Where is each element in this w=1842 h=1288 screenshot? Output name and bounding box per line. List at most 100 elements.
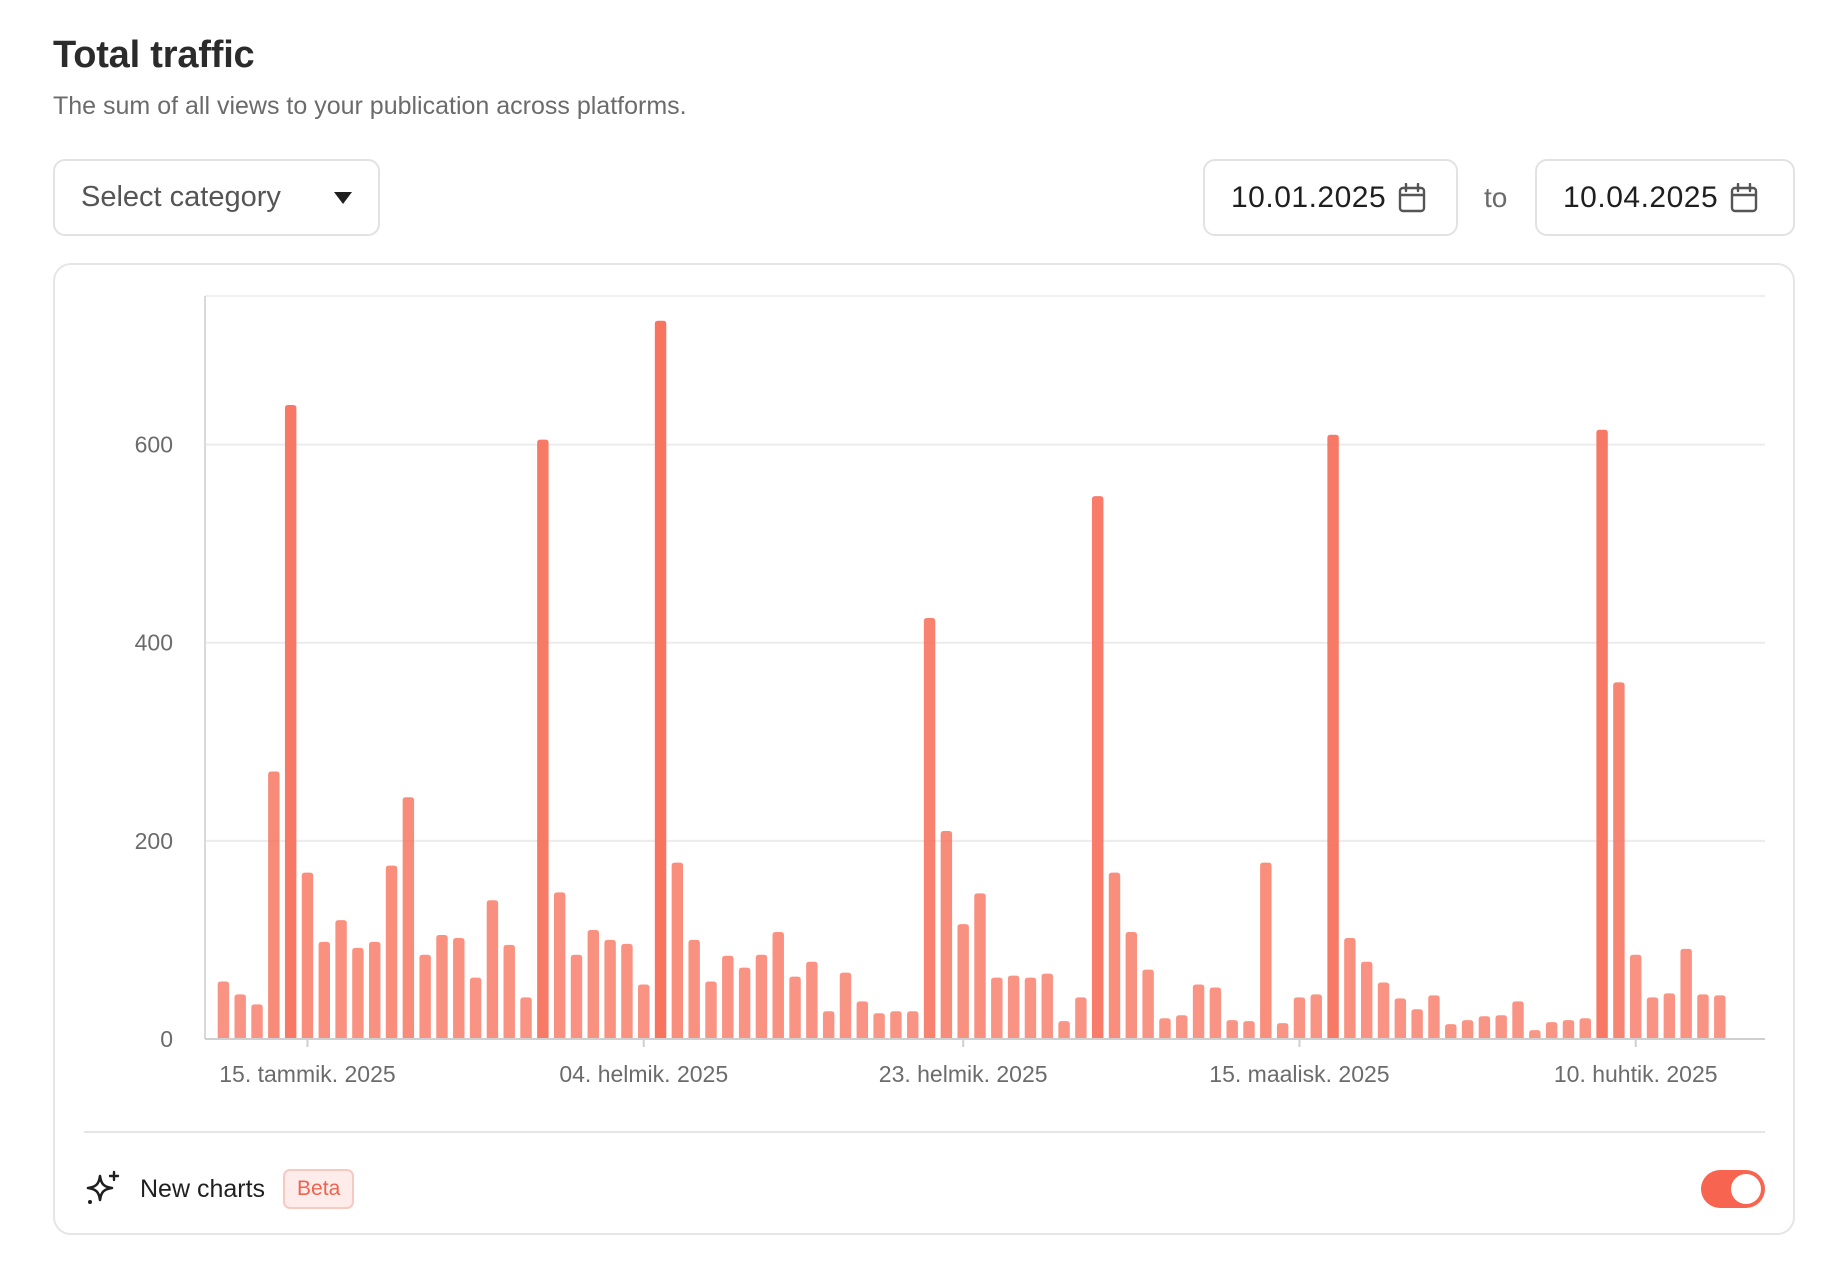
chart-bar [1024,977,1037,1039]
chart-bar [1461,1020,1474,1039]
chart-bar [1629,954,1642,1039]
chart-bar [335,920,347,1039]
chart-bar [469,977,482,1039]
chart-bar [1394,998,1407,1039]
chart-bar [671,862,684,1039]
chart-bar [1478,1016,1491,1039]
chart-bar [1680,948,1692,1039]
chart-bar [503,944,515,1039]
chart-bar [991,977,1003,1039]
chart-footer: New charts Beta [84,1166,1765,1212]
chart-bar [1697,994,1709,1039]
chart-bar [251,1004,263,1039]
date-to-value: 10.04.2025 [1563,180,1719,214]
chart-bar [940,830,953,1039]
chart-bar [1226,1020,1238,1039]
chart-bar [1529,1030,1541,1039]
x-tick-label: 04. helmik. 2025 [559,1061,728,1087]
chart-bar [1663,993,1676,1039]
chart-bar [705,981,717,1039]
chart-bar [806,961,818,1039]
chart-bar [1646,997,1659,1039]
chart-bar [1142,969,1154,1039]
bar-chart: 0 200 400 600 15. tammik. 2025 04. helmik. 20… [135,295,1765,1087]
chart-bar [923,617,936,1039]
date-range-separator: to [1484,182,1508,213]
chart-bar [1377,982,1390,1039]
chart-bar [402,797,415,1039]
chart-bar [907,1011,919,1039]
chart-bar [1075,997,1087,1039]
chevron-down-icon [334,191,352,204]
new-charts-label: New charts [140,1174,266,1203]
chart-bar [1327,434,1339,1039]
chart-bar [1192,984,1205,1039]
chart-bar [217,981,230,1039]
chart-bar [1344,937,1356,1039]
chart-bar [520,997,532,1039]
chart-bar [284,404,297,1039]
chart-bar [1310,994,1322,1039]
chart-bar [419,954,431,1039]
chart-bar [1512,1001,1524,1039]
chart-bar [839,972,852,1039]
chart-bar [553,892,566,1039]
chart-bar [822,1011,835,1039]
chart-bar [688,939,700,1039]
chart-bar [268,771,280,1039]
chart-bar [621,943,633,1039]
y-tick-label: 400 [135,630,173,656]
chart-bar [301,872,314,1039]
chart-bar [856,1001,869,1039]
chart-bar [722,955,734,1039]
chart-bar [1041,973,1053,1039]
y-tick-label: 0 [160,1026,173,1052]
chart-bar [755,954,768,1039]
chart-bar [1209,987,1222,1039]
chart-bar [436,934,448,1039]
x-tick-label: 10. huhtik. 2025 [1554,1061,1718,1087]
chart-bar [957,924,969,1039]
chart-bar [1058,1021,1070,1039]
y-tick-label: 200 [135,828,173,854]
chart-bar [604,939,616,1039]
category-select-label: Select category [81,181,281,213]
chart-bar [537,439,549,1039]
chart-bar [738,967,751,1039]
chart-bar [1159,1018,1171,1039]
chart-bar [1260,862,1272,1039]
chart-bar [772,932,784,1039]
chart-bar [1596,429,1608,1039]
chart-bar [369,941,381,1039]
new-charts-toggle[interactable] [1701,1170,1765,1208]
category-select[interactable]: Select category [53,159,380,236]
chart-bar [1091,496,1104,1040]
chart-bar [1293,997,1306,1039]
chart-bar [1125,932,1138,1039]
page-subtitle: The sum of all views to your publication… [53,92,687,120]
date-to-input[interactable]: 10.04.2025 [1535,159,1795,236]
date-from-input[interactable]: 10.01.2025 [1203,159,1458,236]
calendar-icon[interactable] [1398,182,1426,213]
chart-bar [385,865,398,1039]
divider [84,1131,1765,1133]
chart-bar [1243,1021,1255,1039]
sparkles-icon [86,1170,120,1204]
chart-bar [486,900,499,1039]
chart-bar [890,1011,902,1039]
chart-bar [1613,682,1625,1039]
chart-bar [453,937,465,1039]
chart-bar [974,893,986,1039]
chart-bar [1562,1020,1575,1039]
chart-bar [1007,975,1020,1039]
chart-bar [1545,1022,1558,1039]
chart-bar [638,984,650,1039]
beta-badge: Beta [283,1169,355,1209]
calendar-icon[interactable] [1730,182,1758,213]
chart-bar [1276,1023,1289,1039]
chart-bar [318,941,331,1039]
page-title: Total traffic [53,34,255,76]
chart-bar [1714,995,1726,1039]
chart-bar [654,320,667,1039]
